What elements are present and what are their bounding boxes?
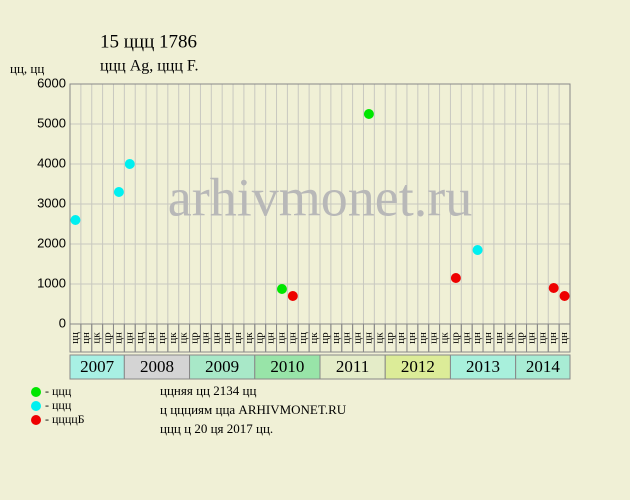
legend-marker (31, 387, 41, 397)
month-label: цн (112, 332, 124, 344)
month-label: цн (352, 332, 364, 344)
legend-marker (31, 415, 41, 425)
month-label: цк (91, 332, 103, 344)
month-label: цр (319, 332, 331, 344)
data-point (287, 291, 298, 301)
month-label: цц (134, 332, 146, 344)
month-label: цк (167, 332, 179, 344)
month-label: цк (439, 332, 451, 344)
year-label: 2011 (336, 357, 369, 376)
month-label: цн (428, 332, 440, 344)
month-label: цн (362, 332, 374, 344)
month-label: цн (275, 332, 287, 344)
month-label: цц (297, 332, 309, 344)
month-label: цр (102, 332, 114, 344)
legend-label: - ццц (45, 398, 72, 412)
year-cell (449, 354, 517, 380)
note: ц ццциям цца ARHIVMONET.RU (160, 402, 347, 417)
legend-marker (31, 401, 41, 411)
data-point (472, 245, 483, 255)
month-label: цн (80, 332, 92, 344)
month-label: цн (232, 332, 244, 344)
year-cell (515, 354, 571, 380)
chart-title: 15 ццц 1786 (100, 31, 197, 52)
month-label: цн (493, 332, 505, 344)
month-label: цр (384, 332, 396, 344)
y-tick-label: 5000 (37, 115, 66, 130)
month-label: цц (69, 332, 81, 344)
month-label: цн (330, 332, 342, 344)
year-label: 2012 (401, 357, 435, 376)
month-label: цн (199, 332, 211, 344)
year-cell (384, 354, 451, 380)
y-tick-label: 0 (59, 315, 66, 330)
y-tick-label: 6000 (37, 75, 66, 90)
data-point (276, 284, 287, 294)
month-label: цн (265, 332, 277, 344)
month-label: цк (308, 332, 320, 344)
data-point (450, 273, 461, 283)
legend-label: - ццццБ (45, 412, 85, 426)
month-label: цн (460, 332, 472, 344)
month-label: цн (156, 332, 168, 344)
y-tick-label: 4000 (37, 155, 66, 170)
year-label: 2009 (205, 357, 239, 376)
y-tick-label: 1000 (37, 275, 66, 290)
year-label: 2010 (270, 357, 304, 376)
month-label: цн (482, 332, 494, 344)
month-label: цн (417, 332, 429, 344)
month-label: цн (471, 332, 483, 344)
month-label: цн (525, 332, 537, 344)
month-label: цн (286, 332, 298, 344)
note: ццц ц 20 ця 2017 цц. (160, 421, 273, 436)
year-label: 2008 (140, 357, 174, 376)
month-label: цк (504, 332, 516, 344)
y-tick-label: 3000 (37, 195, 66, 210)
data-point (548, 283, 559, 293)
data-point (70, 215, 81, 225)
month-label: цн (406, 332, 418, 344)
month-label: цн (123, 332, 135, 344)
month-label: цн (145, 332, 157, 344)
month-cell (558, 323, 571, 353)
month-label: цн (558, 332, 570, 344)
month-label: цн (536, 332, 548, 344)
note: ццняя цц 2134 цц (160, 383, 256, 398)
data-point (559, 291, 570, 301)
watermark: arhivmonet.ru (168, 167, 472, 227)
month-label: цк (178, 332, 190, 344)
y-axis-label: цц, цц (10, 61, 44, 76)
month-label: цн (221, 332, 233, 344)
month-label: цн (395, 332, 407, 344)
month-label: цн (341, 332, 353, 344)
data-point (363, 109, 374, 119)
month-label: цн (210, 332, 222, 344)
month-label: цк (243, 332, 255, 344)
year-label: 2013 (466, 357, 500, 376)
year-label: 2007 (80, 357, 115, 376)
month-label: цр (515, 332, 527, 344)
month-label: цн (547, 332, 559, 344)
data-point (113, 187, 124, 197)
month-label: цр (189, 332, 201, 344)
month-label: цк (373, 332, 385, 344)
y-tick-label: 2000 (37, 235, 66, 250)
year-cell (69, 354, 125, 380)
legend-label: - ццц (45, 384, 72, 398)
data-point (124, 159, 135, 169)
month-label: цр (254, 332, 266, 344)
chart-subtitle: ццц Ag, ццц F. (100, 58, 199, 75)
year-label: 2014 (526, 357, 561, 376)
month-label: цр (449, 332, 461, 344)
